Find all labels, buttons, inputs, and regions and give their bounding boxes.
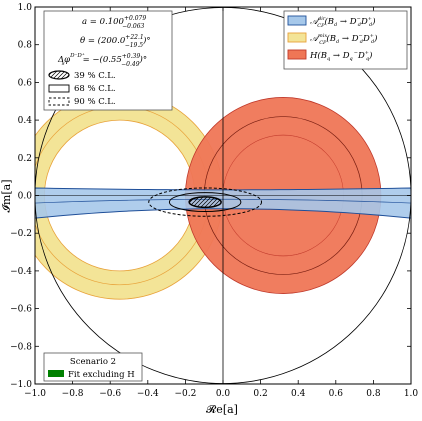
scenario-title: Scenario 2 <box>70 357 116 367</box>
info-line3: Δφ <box>57 55 70 65</box>
cl90-label: 90 % C.L. <box>74 97 116 107</box>
x-ticks: −1.0 −0.8 −0.6 −0.4 −0.2 0.0 0.2 0.4 0.6 0.8 1.0 <box>24 7 418 399</box>
legend-label-dir: 𝒜dir CP(Bd → D− dD+ d) <box>310 16 376 29</box>
cl39-label: 39 % C.L. <box>74 71 116 81</box>
cl68-swatch <box>48 84 70 93</box>
svg-text:ΔφD⁻D⁺s= −(0.55+0.39−0.49)°: ΔφD⁻D⁺ s = −(0.55+0.39 −0.49)° <box>57 53 147 68</box>
x-tick-label: 0.4 <box>291 389 306 399</box>
x-axis-label: 𝓡e[a] <box>206 403 238 416</box>
svg-text:a = 0.100+0.079−0.063: a = 0.100+0.079 −0.063 <box>82 15 146 30</box>
y-tick-label: −0.2 <box>10 229 32 239</box>
legend-swatch-dir <box>287 15 307 26</box>
scenario-entry: Fit excluding H <box>68 370 135 380</box>
info-line1: a = 0.100 <box>82 17 125 27</box>
x-tick-label: 0.0 <box>216 389 231 399</box>
fit-contours <box>148 187 263 217</box>
cl68-label: 68 % C.L. <box>74 84 116 94</box>
y-tick-label: −0.6 <box>10 305 32 315</box>
y-axis-label: 𝓘m[a] <box>0 179 13 212</box>
legend: 𝒜dir CP(Bd → D− dD+ d) 𝒜mix CP(Bd → D− dD+ d) … <box>283 10 408 70</box>
cl68-contour <box>168 192 242 213</box>
scenario-box: Scenario 2 Fit excluding H <box>43 352 143 382</box>
x-tick-label: −1.0 <box>24 389 46 399</box>
y-tick-label: 0.4 <box>18 116 33 126</box>
y-tick-label: −1.0 <box>10 380 32 390</box>
y-tick-label: 0.0 <box>18 192 33 202</box>
x-tick-label: −0.8 <box>62 389 84 399</box>
cl90-swatch <box>48 97 70 106</box>
y-tick-label: −0.8 <box>10 342 32 352</box>
y-tick-label: 0.2 <box>18 154 32 164</box>
scenario-swatch <box>48 370 64 377</box>
svg-text:θ = (200.0+22.1−19.5)°: θ = (200.0+22.1 −19.5)° <box>80 34 151 49</box>
y-tick-label: 0.8 <box>18 41 33 51</box>
legend-swatch-h <box>287 49 307 60</box>
legend-label-h: H(Bq → Dq−D+ q) <box>309 50 373 62</box>
x-tick-label: −0.2 <box>174 389 196 399</box>
x-tick-label: −0.4 <box>137 389 159 399</box>
y-tick-label: 1.0 <box>18 3 33 13</box>
x-tick-label: 0.8 <box>366 389 381 399</box>
x-tick-label: 1.0 <box>404 389 419 399</box>
y-tick-label: 0.6 <box>18 78 33 88</box>
y-ticks: −1.0 −0.8 −0.6 −0.4 −0.2 0.0 0.2 0.4 0.6 0.8 1.0 <box>10 3 411 390</box>
cl39-contour <box>188 196 222 209</box>
cl39-swatch <box>48 70 70 80</box>
y-tick-label: −0.4 <box>10 267 32 277</box>
cl90-contour <box>148 187 263 217</box>
legend-swatch-mix <box>287 32 307 43</box>
x-tick-label: 0.2 <box>253 389 267 399</box>
x-tick-label: 0.6 <box>329 389 344 399</box>
legend-label-mix: 𝒜mix CP(Bd → D− dD+ d) <box>310 33 378 46</box>
info-line2: θ = (200.0 <box>80 35 126 46</box>
x-tick-label: −0.6 <box>99 389 121 399</box>
info-box: a = 0.100+0.079 −0.063 θ = (200.0+22.1 −19… <box>43 10 173 111</box>
